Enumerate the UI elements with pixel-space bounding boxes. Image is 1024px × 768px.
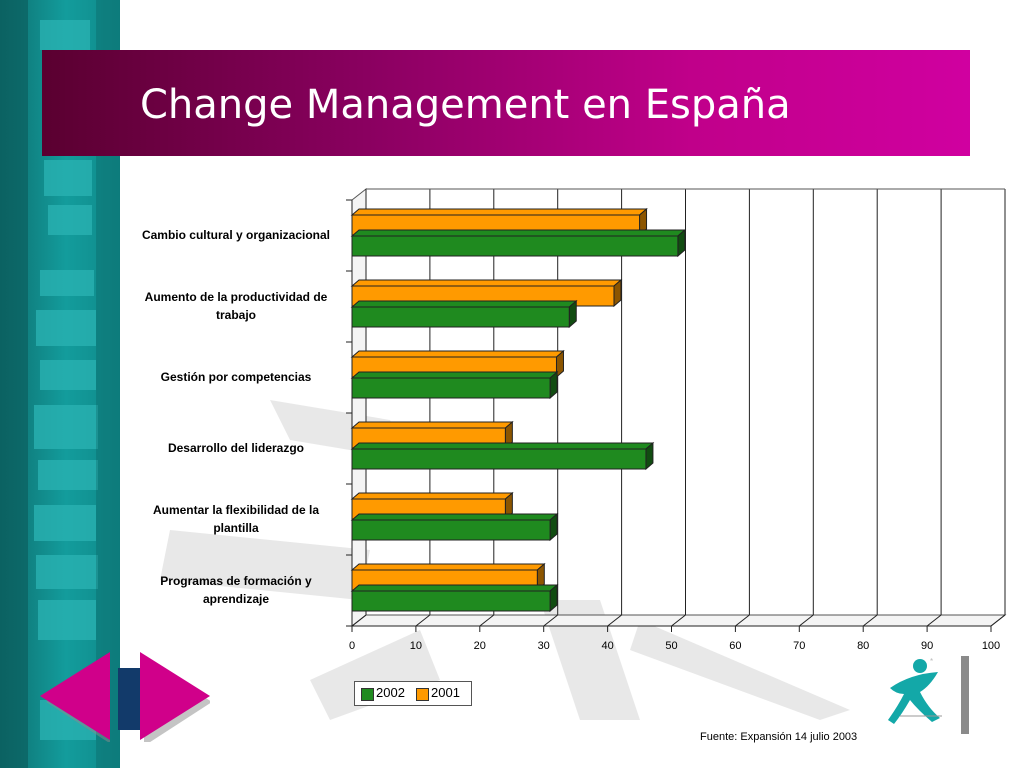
x-tick-label: 40 [601,640,613,652]
x-tick-label: 50 [665,640,677,652]
category-label: Gestión por competencias [161,370,312,384]
logo-bar [961,656,969,734]
next-slide-button[interactable] [140,652,210,742]
category-label: Aumentar la flexibilidad de la [153,503,319,517]
nav-separator [118,668,140,730]
chart-legend: 2002 2001 [354,681,472,706]
bar-2002-top [350,513,559,521]
legend-label-2001: 2001 [431,685,460,700]
bar-2002 [351,448,647,470]
floor-gridline [671,614,686,627]
bar-2002-top [350,371,559,379]
floor-gridline [862,614,878,627]
bar-2002 [351,235,679,257]
floor-gridline [543,614,559,627]
floor-gridline [415,614,431,627]
floor-gridline [607,614,622,627]
floor-gridline [735,614,750,627]
x-tick-label: 20 [474,640,486,652]
category-label: Programas de formación y [160,574,312,588]
bar-2001-top [350,279,623,287]
x-tick-label: 0 [349,640,355,652]
category-label: plantilla [213,521,259,535]
title-bar [42,50,970,156]
chart-x-ticks: 0 10 20 30 40 50 60 70 80 90 100 [346,199,1000,652]
x-tick-label: 100 [982,640,1000,652]
svg-text:*: * [930,657,933,666]
x-tick-label: 30 [538,640,550,652]
bar-2002 [351,590,551,612]
x-tick-label: 90 [921,640,933,652]
bar-2001-top [350,421,514,429]
x-tick-label: 80 [857,640,869,652]
chart-category-labels: Cambio cultural y organizacional Aumento … [142,228,330,606]
legend-label-2002: 2002 [376,685,405,700]
category-label: Aumento de la productividad de [145,290,328,304]
bar-2002-top [350,584,559,592]
category-label: Desarrollo del liderazgo [168,441,304,455]
company-logo: * [888,656,969,734]
bar-2001-top [350,492,514,500]
floor-gridline [479,614,495,627]
prev-slide-button[interactable] [40,652,110,742]
bar-2002-top [350,442,655,450]
bar-2001-top [350,350,565,358]
x-tick-label: 70 [793,640,805,652]
category-label: trabajo [216,308,256,322]
source-note: Fuente: Expansión 14 julio 2003 [700,731,858,743]
floor-gridline [351,614,367,627]
bar-2001-top [350,208,648,216]
bar-2002 [351,306,570,328]
slide-title: Change Management en España [140,82,791,128]
bar-2002-top [350,229,687,237]
category-label: aprendizaje [203,592,269,606]
legend-swatch-2001 [416,688,429,701]
bar-2002 [351,377,551,399]
x-tick-label: 60 [729,640,741,652]
triangle-left-icon [40,652,110,742]
bar-2002 [351,519,551,541]
x-tick-label: 10 [410,640,422,652]
bar-2002-top [350,300,578,308]
floor-gridline [798,614,814,627]
running-figure-icon [888,659,942,724]
triangle-right-icon [140,652,210,742]
category-label: Cambio cultural y organizacional [142,228,330,242]
legend-swatch-2002 [361,688,374,701]
chart-bars [350,207,687,613]
floor-gridline [926,614,942,627]
bar-2001-top [350,563,546,571]
floor-gridline [990,614,1006,627]
